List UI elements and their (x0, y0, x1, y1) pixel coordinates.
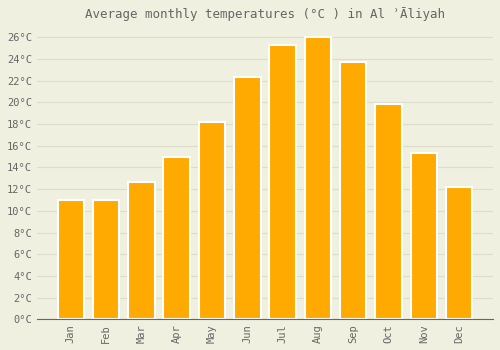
Bar (58, 200, 84, 320)
Bar (410, 153, 437, 320)
Bar (270, 45, 296, 320)
Bar (375, 104, 402, 320)
Bar (93, 200, 120, 320)
Title: Average monthly temperatures (°C ) in Al ʾĀliyah: Average monthly temperatures (°C ) in Al… (85, 7, 445, 21)
Bar (128, 182, 154, 320)
Bar (234, 77, 260, 320)
Bar (198, 122, 225, 320)
Bar (340, 62, 366, 320)
Bar (304, 37, 331, 320)
Bar (164, 156, 190, 320)
Bar (446, 187, 472, 320)
